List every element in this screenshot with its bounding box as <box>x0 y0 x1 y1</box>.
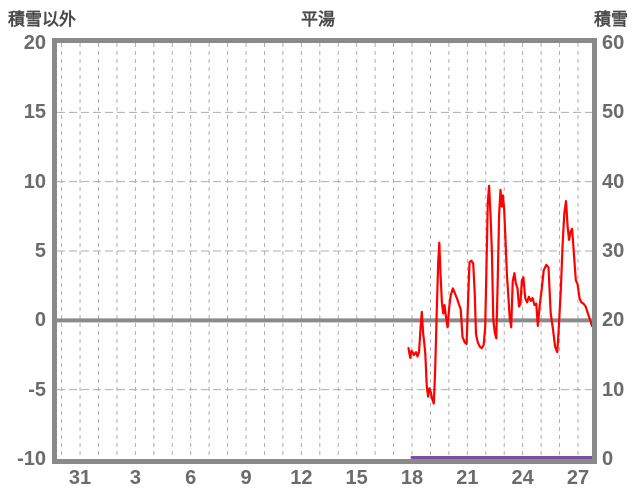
plot-area <box>52 38 597 464</box>
station-title: 平湯 <box>301 10 335 29</box>
right-axis-tick: 60 <box>602 32 625 54</box>
right-axis-tick: 0 <box>602 448 614 470</box>
x-axis-tick: 3 <box>129 467 141 489</box>
right-axis-tick: 20 <box>602 309 625 332</box>
x-axis-tick: 15 <box>345 467 368 489</box>
x-axis-tick: 27 <box>566 467 590 489</box>
x-axis-tick: 12 <box>290 467 313 489</box>
left-axis-tick: 10 <box>23 170 46 193</box>
x-axis-tick: 21 <box>456 467 479 489</box>
right-axis-title: 積雪 <box>594 10 628 29</box>
x-axis-tick: 6 <box>185 467 197 489</box>
x-axis-tick: 18 <box>400 467 424 489</box>
temperature-line <box>407 184 592 405</box>
left-axis-tick: 5 <box>34 240 46 262</box>
x-axis-tick: 9 <box>240 467 252 489</box>
right-axis-tick: 30 <box>602 240 625 262</box>
right-axis-tick: 40 <box>602 170 625 193</box>
right-axis-tick: 50 <box>602 101 625 124</box>
x-axis-tick: 31 <box>68 467 92 489</box>
left-axis-tick: -10 <box>17 448 46 470</box>
left-axis-tick: 15 <box>23 101 46 124</box>
plot-canvas <box>57 43 592 459</box>
x-axis-tick: 24 <box>511 467 534 489</box>
left-axis-tick: 0 <box>34 309 46 332</box>
right-axis-tick: 10 <box>602 378 625 401</box>
left-axis-tick: -5 <box>28 378 46 401</box>
left-axis-title: 積雪以外 <box>8 10 76 29</box>
left-axis-tick: 20 <box>23 32 46 54</box>
